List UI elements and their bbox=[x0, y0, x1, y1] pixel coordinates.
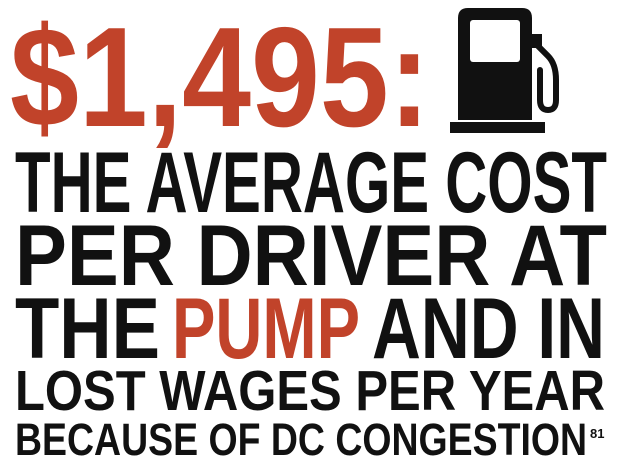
highlight-word: PUMP bbox=[172, 281, 360, 377]
text-line: PER DRIVER AT bbox=[15, 208, 607, 304]
text-line: THE AVERAGE COST bbox=[15, 135, 607, 231]
headline: $1,495: bbox=[10, 0, 430, 157]
footnote-ref: 81 bbox=[590, 426, 604, 441]
text-line: LOST WAGES PER YEAR bbox=[15, 359, 605, 423]
pump-nozzle bbox=[532, 34, 542, 48]
pump-hose bbox=[529, 37, 559, 114]
pump-window bbox=[470, 20, 520, 62]
text-segment: AND IN bbox=[372, 281, 605, 377]
pump-base bbox=[450, 122, 545, 133]
text-segment: THE bbox=[15, 281, 160, 377]
pump-icon bbox=[450, 8, 559, 133]
text-line: BECAUSE OF DC CONGESTION bbox=[15, 414, 587, 459]
